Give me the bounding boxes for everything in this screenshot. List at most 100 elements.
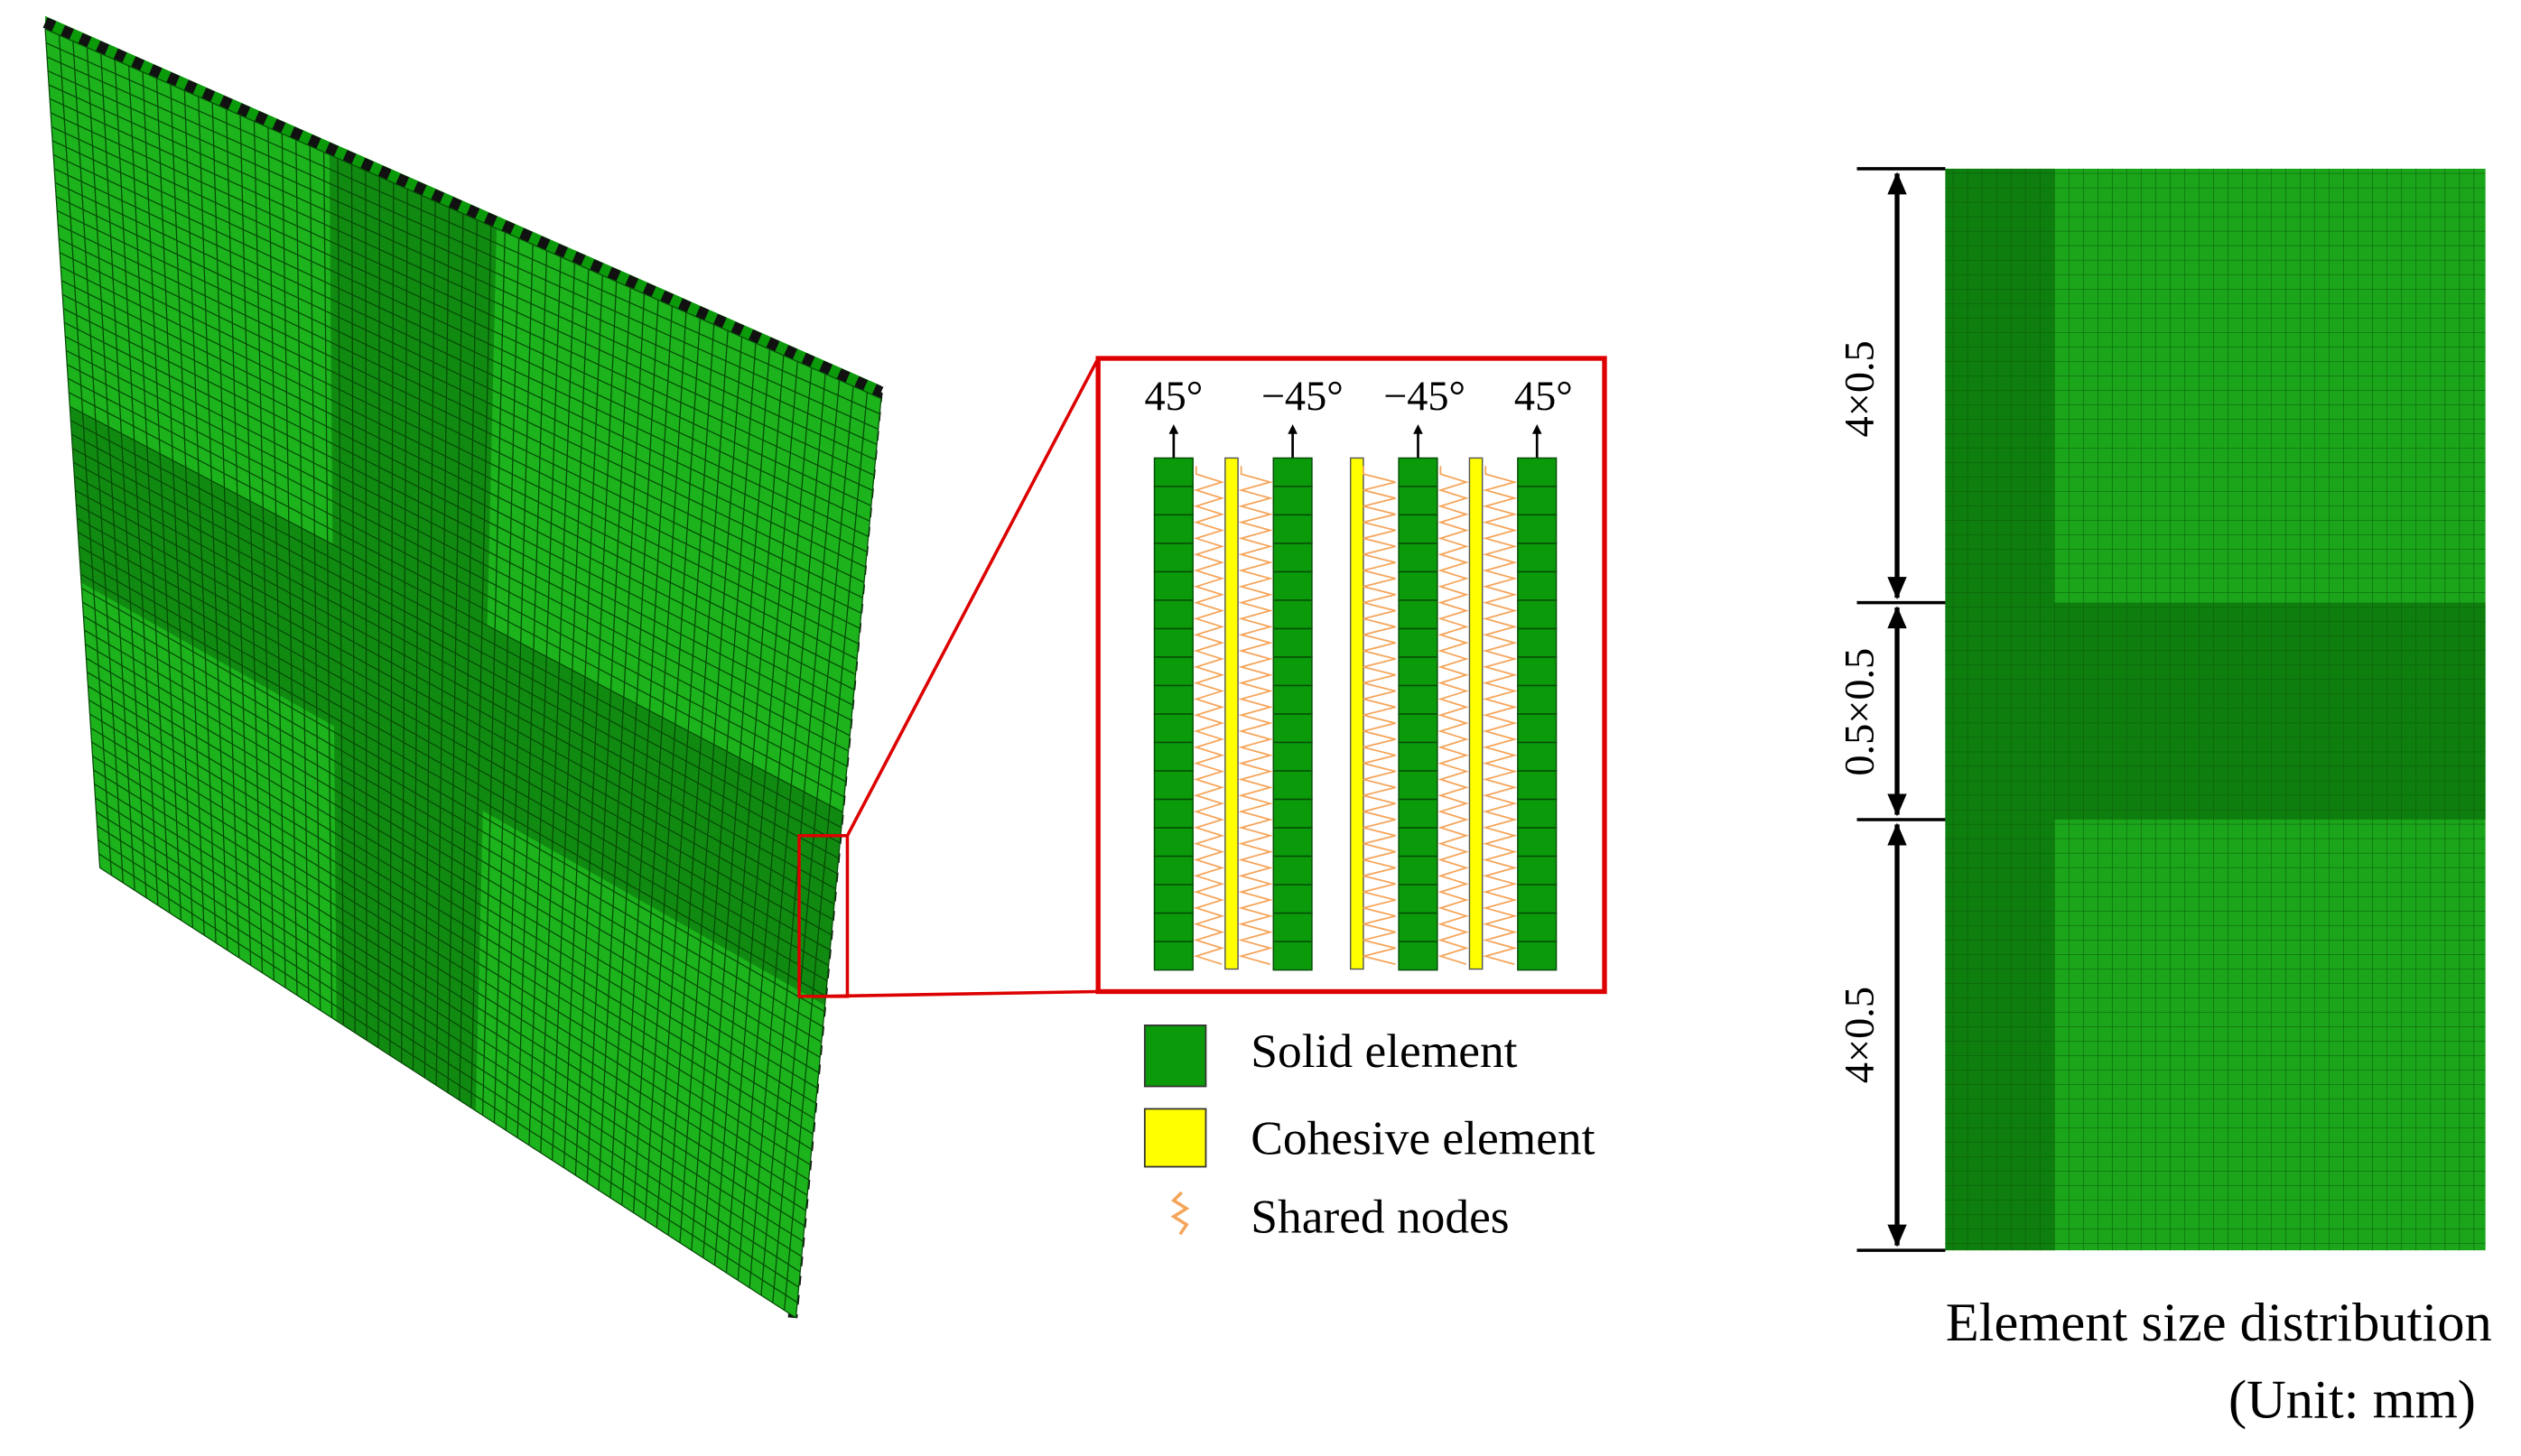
legend-swatch xyxy=(1143,1108,1207,1168)
mesh-plate xyxy=(42,15,884,1319)
solid-element xyxy=(1398,457,1438,487)
shared-nodes xyxy=(1482,466,1518,966)
solid-element xyxy=(1153,656,1194,687)
solid-element xyxy=(1398,770,1438,801)
solid-element xyxy=(1153,941,1194,971)
solid-element xyxy=(1272,713,1313,744)
solid-element xyxy=(1398,486,1438,516)
solid-element xyxy=(1272,684,1313,715)
solid-element xyxy=(1398,627,1438,658)
solid-element xyxy=(1153,514,1194,544)
mesh-line xyxy=(96,811,803,1257)
solid-element xyxy=(1517,570,1558,601)
solid-element xyxy=(1398,827,1438,858)
solid-element xyxy=(1517,543,1558,573)
solid-element xyxy=(1517,599,1558,630)
solid-element xyxy=(1398,656,1438,687)
solid-element xyxy=(1272,599,1313,630)
solid-element xyxy=(1398,741,1438,772)
solid-element xyxy=(1517,798,1558,829)
solid-element xyxy=(1398,912,1438,942)
mesh-line xyxy=(95,797,804,1242)
solid-element xyxy=(1272,543,1313,573)
ply-arrow-head xyxy=(1288,424,1298,434)
mesh-line xyxy=(737,367,813,1281)
refined-band xyxy=(329,154,497,1111)
legend-label: Cohesive element xyxy=(1251,1110,1595,1164)
solid-element xyxy=(1272,741,1313,772)
solid-element xyxy=(1398,514,1438,544)
shared-nodes xyxy=(1437,466,1469,966)
solid-element xyxy=(1153,827,1194,858)
dimension-label: 0.5×0.5 xyxy=(1837,648,1883,776)
legend-swatch xyxy=(1170,1191,1190,1236)
ply-label: 45° xyxy=(1144,374,1203,420)
solid-element xyxy=(1398,570,1438,601)
zoom-line xyxy=(845,357,1100,837)
solid-element xyxy=(1272,798,1313,829)
solid-element xyxy=(1272,770,1313,801)
solid-element xyxy=(1398,855,1438,886)
mesh-line xyxy=(713,355,785,1266)
mesh-line xyxy=(784,392,869,1311)
solid-element xyxy=(1153,912,1194,942)
caption: Element size distribution xyxy=(1946,1293,2492,1353)
solid-element xyxy=(1517,741,1558,772)
solid-element xyxy=(1517,770,1558,801)
ply-label: −45° xyxy=(1261,374,1344,420)
caption-unit: (Unit: mm) xyxy=(2228,1369,2476,1430)
solid-element xyxy=(1272,457,1313,487)
mesh-line xyxy=(90,727,811,1165)
solid-element xyxy=(1517,827,1558,858)
cohesive-element xyxy=(1468,457,1484,970)
dimension-lines xyxy=(1856,167,1946,1252)
solid-element xyxy=(1153,741,1194,772)
dimension-label: 4×0.5 xyxy=(1837,987,1883,1083)
solid-element xyxy=(1153,855,1194,886)
solid-element xyxy=(1398,684,1438,715)
solid-element xyxy=(1272,827,1313,858)
solid-element xyxy=(1153,798,1194,829)
mesh-line xyxy=(725,361,798,1274)
solid-element xyxy=(1517,514,1558,544)
solid-element xyxy=(1517,457,1558,487)
solid-element xyxy=(1398,713,1438,744)
mesh-line xyxy=(92,755,808,1196)
solid-element xyxy=(1153,570,1194,601)
ply-arrow-head xyxy=(1531,424,1542,434)
solid-element xyxy=(1153,457,1194,487)
layer-stack xyxy=(1153,424,1558,971)
ply-arrow-head xyxy=(1168,424,1179,434)
solid-element xyxy=(1517,912,1558,942)
solid-element xyxy=(1398,884,1438,914)
solid-element xyxy=(1153,599,1194,630)
legend-label: Shared nodes xyxy=(1251,1190,1509,1244)
solid-element xyxy=(1517,941,1558,971)
solid-element xyxy=(1398,599,1438,630)
mesh-line xyxy=(795,398,882,1318)
solid-element xyxy=(1153,627,1194,658)
shared-nodes xyxy=(1193,466,1225,966)
legend-label: Solid element xyxy=(1251,1024,1517,1078)
mesh-line xyxy=(91,741,809,1181)
solid-element xyxy=(1398,798,1438,829)
mesh-line xyxy=(93,769,806,1211)
solid-element xyxy=(1272,570,1313,601)
mesh-line xyxy=(691,343,757,1251)
dimension-arrows xyxy=(1887,172,1907,1247)
solid-element xyxy=(1272,941,1313,971)
ply-label: −45° xyxy=(1383,374,1465,420)
size-mesh-grid xyxy=(1945,168,2486,1251)
mesh-line xyxy=(772,385,854,1303)
solid-element xyxy=(1398,941,1438,971)
solid-element xyxy=(1398,543,1438,573)
cohesive-element xyxy=(1224,457,1239,970)
shared-nodes xyxy=(1238,466,1274,966)
mesh-line xyxy=(97,825,801,1273)
mesh-line xyxy=(94,783,805,1227)
dimension-label: 4×0.5 xyxy=(1837,340,1883,437)
cohesive-element xyxy=(1349,457,1364,970)
solid-element xyxy=(1272,656,1313,687)
ply-label: 45° xyxy=(1514,374,1573,420)
